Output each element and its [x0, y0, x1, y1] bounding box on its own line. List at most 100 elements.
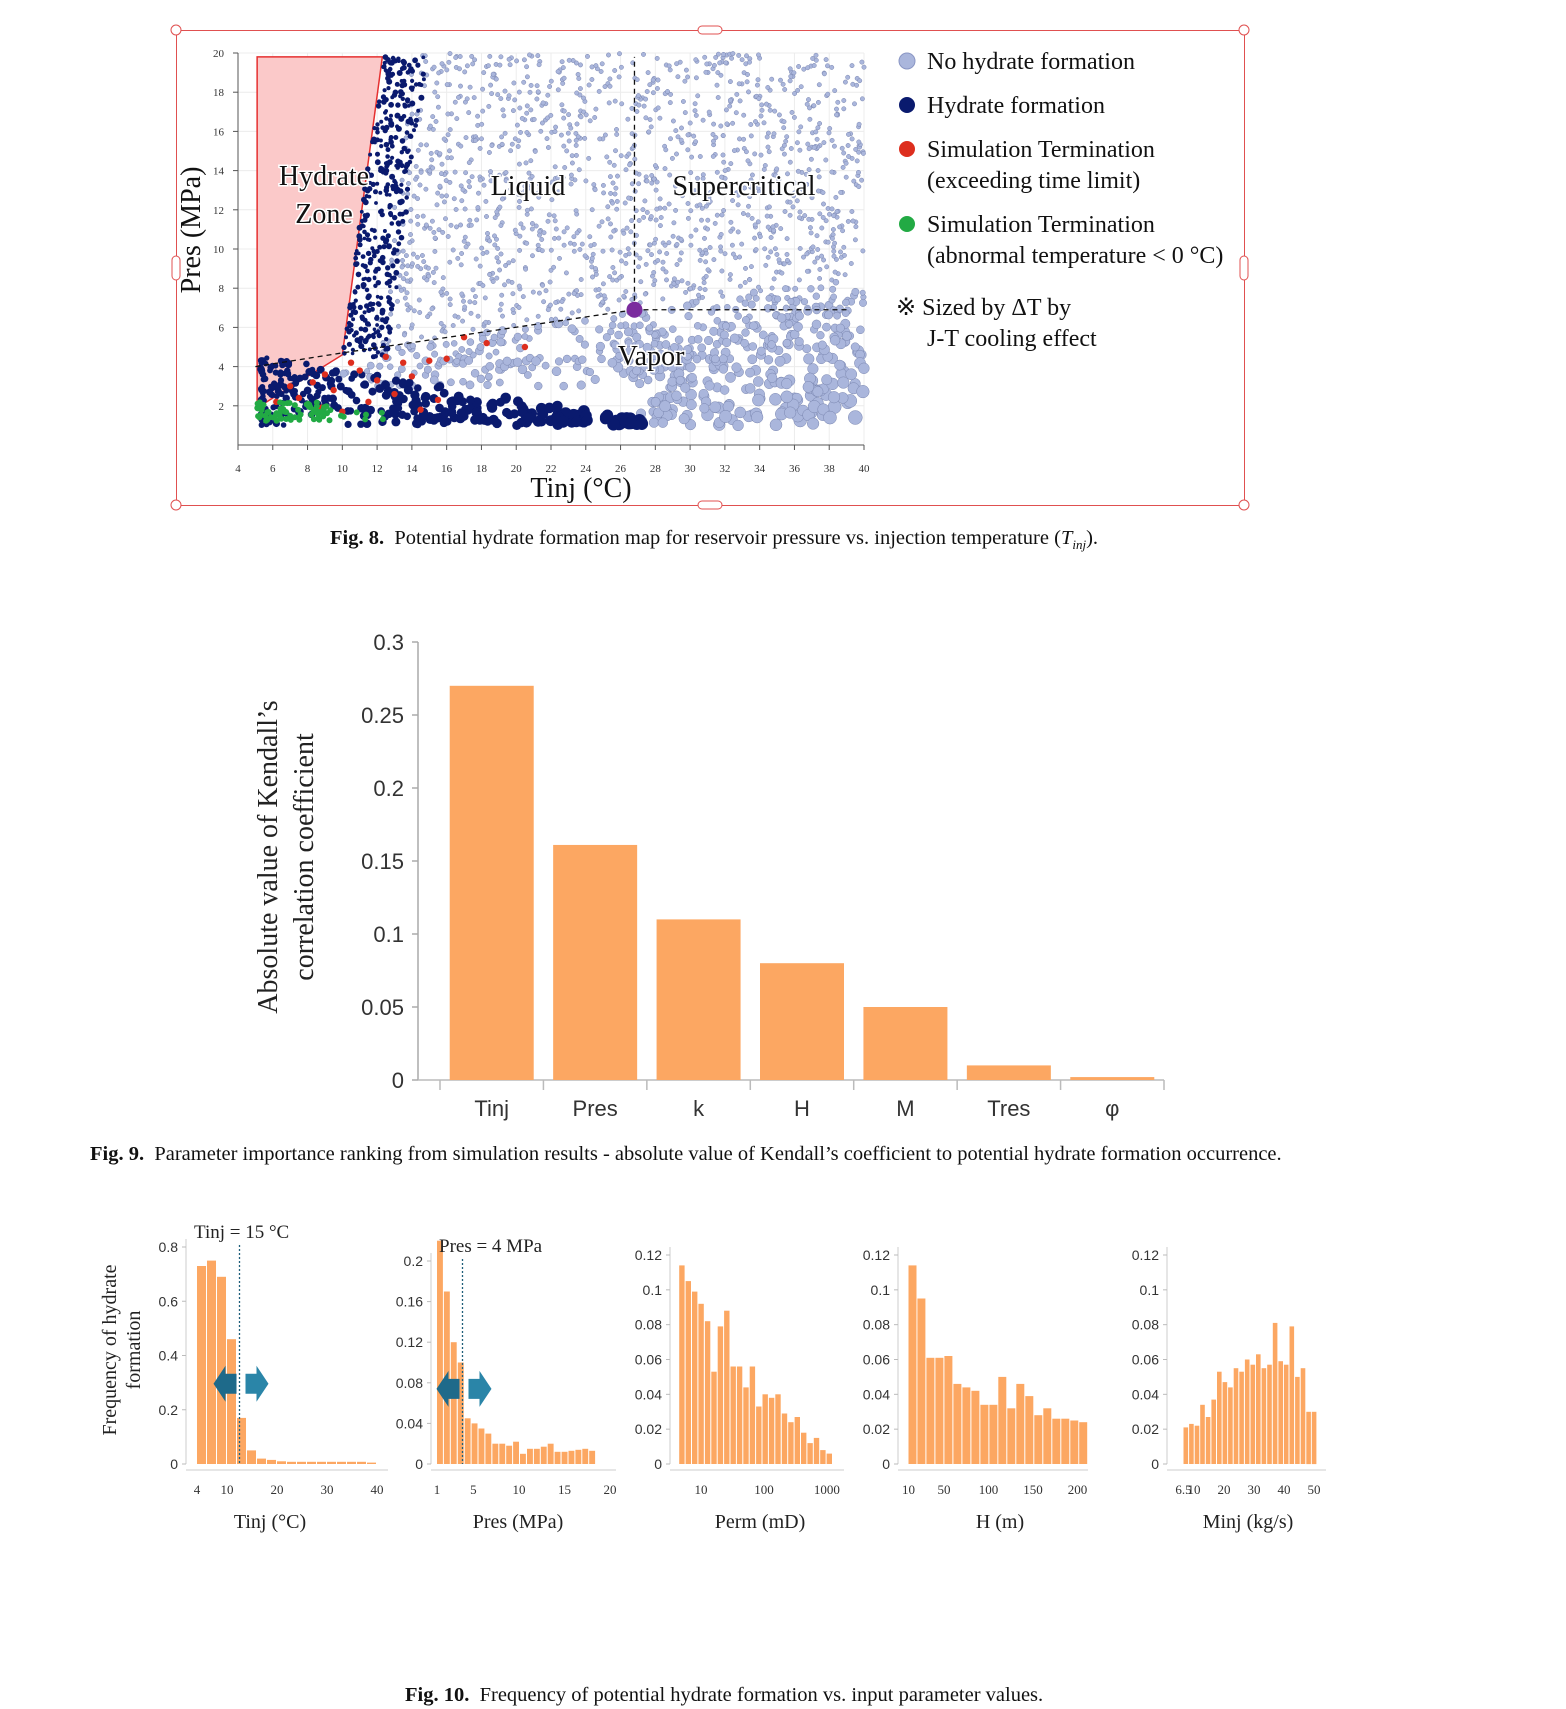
fig8-point-no-hydrate [667, 67, 673, 73]
fig8-point-no-hydrate [555, 87, 561, 93]
fig8-point-no-hydrate [813, 57, 819, 63]
fig10-histogram-bar [1070, 1420, 1079, 1464]
fig10-x-axis-label: Tinj (°C) [234, 1511, 306, 1533]
fig8-point-no-hydrate [466, 338, 475, 346]
fig8-region-label: Zone [295, 199, 353, 230]
fig8-point-hydrate [372, 327, 377, 332]
fig8-point-no-hydrate [559, 381, 568, 391]
fig8-point-no-hydrate [430, 165, 436, 171]
fig8-point-no-hydrate [472, 300, 478, 306]
fig9-bar [1070, 1077, 1155, 1080]
fig8-point-no-hydrate [677, 257, 683, 263]
fig10-histogram-bar [743, 1387, 749, 1464]
fig8-point-no-hydrate [494, 255, 500, 261]
fig8-point-no-hydrate [769, 418, 783, 432]
fig8-point-no-hydrate [540, 282, 546, 288]
fig8-point-no-hydrate [737, 283, 743, 289]
fig8-point-no-hydrate [763, 355, 774, 365]
fig8-point-no-hydrate [514, 58, 520, 64]
fig8-point-no-hydrate [706, 109, 712, 115]
fig8-point-no-hydrate [850, 342, 860, 352]
fig8-point-hydrate [364, 303, 370, 309]
fig8-legend-label: Simulation Termination [927, 137, 1155, 163]
fig8-point-no-hydrate [520, 294, 526, 300]
fig8-point-no-hydrate [602, 84, 608, 90]
fig10-histogram-bar [685, 1281, 691, 1464]
fig8-point-no-hydrate [583, 178, 589, 184]
fig8-point-hydrate [405, 378, 414, 387]
fig10-histogram-bar [589, 1450, 596, 1464]
fig8-point-no-hydrate [721, 208, 727, 213]
fig8-point-no-hydrate [454, 224, 459, 230]
fig8-point-hydrate [375, 280, 381, 286]
fig10-histogram-bar [971, 1390, 980, 1464]
fig8-point-no-hydrate [472, 57, 478, 63]
fig8-point-no-hydrate [485, 63, 491, 69]
fig10-x-axis-label: Minj (kg/s) [1203, 1511, 1294, 1533]
fig10-y-tick-label: 0.02 [1132, 1421, 1159, 1437]
fig8-point-no-hydrate [854, 158, 860, 164]
fig10-histogram-bar [926, 1357, 935, 1464]
fig10-histogram-bar [554, 1451, 561, 1464]
fig8-point-hydrate [387, 278, 393, 285]
fig8-point-no-hydrate [748, 264, 754, 270]
fig8-point-no-hydrate [545, 145, 551, 150]
fig8-point-no-hydrate [415, 263, 421, 269]
fig8-point-no-hydrate [592, 115, 598, 120]
fig8-point-hydrate [373, 189, 378, 195]
fig8-point-no-hydrate [590, 274, 595, 280]
fig8-point-hydrate [354, 249, 359, 253]
fig8-point-no-hydrate [623, 167, 629, 173]
fig8-point-no-hydrate [522, 188, 528, 194]
fig8-point-hydrate [405, 99, 410, 104]
fig8-point-no-hydrate [624, 339, 633, 348]
fig8-point-no-hydrate [680, 382, 691, 393]
fig8-point-no-hydrate [400, 248, 406, 254]
fig8-point-abnormal-temp [281, 408, 288, 415]
fig8-point-no-hydrate [424, 142, 429, 148]
fig8-point-no-hydrate [479, 136, 484, 142]
fig8-point-no-hydrate [803, 353, 815, 365]
fig8-point-no-hydrate [524, 130, 530, 135]
fig8-point-no-hydrate [748, 133, 754, 139]
fig8-point-no-hydrate [442, 340, 450, 348]
fig8-point-no-hydrate [519, 115, 525, 121]
fig8-point-hydrate [398, 89, 404, 95]
fig8-point-no-hydrate [796, 64, 802, 69]
fig10-caption-text: Frequency of potential hydrate formation… [479, 1684, 1044, 1706]
fig8-point-no-hydrate [648, 214, 654, 220]
fig10-y-tick-label: 0 [415, 1456, 423, 1472]
fig8-point-no-hydrate [463, 244, 469, 250]
fig8-point-no-hydrate [825, 91, 831, 97]
fig8-resize-handle [170, 24, 182, 36]
fig8-point-no-hydrate [860, 248, 866, 254]
fig8-point-hydrate [378, 209, 383, 215]
fig8-point-no-hydrate [535, 53, 541, 59]
fig8-point-no-hydrate [498, 301, 504, 307]
fig8-point-no-hydrate [748, 177, 754, 183]
fig8-point-no-hydrate [645, 70, 651, 76]
fig8-point-no-hydrate [689, 154, 695, 160]
fig8-point-no-hydrate [534, 83, 540, 89]
fig8-point-no-hydrate [488, 82, 494, 88]
fig8-point-hydrate [393, 269, 400, 276]
fig8-point-no-hydrate [829, 169, 835, 175]
fig8-point-no-hydrate [616, 74, 622, 80]
fig8-point-no-hydrate [467, 184, 472, 190]
fig8-point-no-hydrate [752, 295, 760, 302]
fig8-point-hydrate [359, 314, 365, 320]
fig8-x-tick-label: 26 [615, 463, 627, 475]
fig10-y-tick-label: 0.2 [159, 1402, 179, 1418]
fig8-point-no-hydrate [669, 155, 675, 161]
fig10-histogram-bar [1183, 1427, 1189, 1464]
fig8-point-no-hydrate [839, 145, 845, 151]
fig8-point-no-hydrate [787, 159, 793, 165]
fig8-point-hydrate [268, 383, 274, 389]
fig8-point-no-hydrate [856, 325, 865, 335]
fig8-point-no-hydrate [577, 86, 583, 92]
fig8-point-no-hydrate [392, 238, 397, 244]
fig8-point-hydrate [373, 283, 378, 288]
fig8-point-no-hydrate [563, 270, 569, 276]
fig10-y-tick-label: 0 [170, 1456, 178, 1472]
fig8-point-no-hydrate [582, 135, 588, 141]
